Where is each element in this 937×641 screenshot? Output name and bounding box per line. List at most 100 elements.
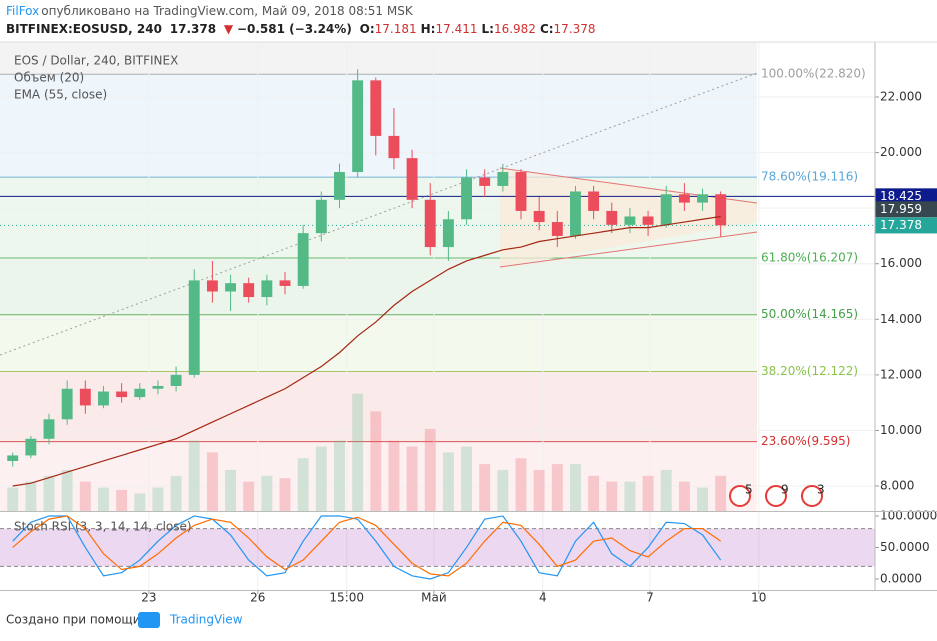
volume-bar <box>134 493 146 511</box>
ohlc-value: 16.982 <box>493 22 536 36</box>
volume-bar <box>697 487 708 511</box>
volume-bar <box>642 475 654 511</box>
price-tag <box>875 201 937 218</box>
fib-band <box>0 42 757 75</box>
symbol-line: BITFINEX:EOSUSD, 240 17.378 ▼ −0.581 (−3… <box>6 20 604 38</box>
down-arrow: ▼ <box>223 22 234 36</box>
volume-bar <box>170 475 182 511</box>
candle-body <box>551 222 563 236</box>
price-tag-label: 17.959 <box>880 202 922 216</box>
volume-bar <box>370 411 382 511</box>
legend-item: EMA (55, close) <box>14 88 107 102</box>
volume-bar <box>243 481 255 511</box>
x-tick-label: 26 <box>250 591 265 605</box>
y-tick-label: 14.000 <box>880 312 922 326</box>
legend-item: EOS / Dollar, 240, BITFINEX <box>14 54 178 68</box>
candle-body <box>533 210 545 223</box>
candle-body <box>624 216 636 225</box>
candle-body <box>606 210 618 225</box>
volume-bar <box>624 481 636 511</box>
stoch-title: Stoch RSI (3, 3, 14, 14, close) <box>14 520 192 534</box>
fib-label: 38.20%(12.122) <box>761 364 858 378</box>
candle-body <box>642 216 654 225</box>
event-count: 3 <box>817 483 825 497</box>
price-tag-label: 17.378 <box>880 218 922 232</box>
candle-body <box>25 438 37 456</box>
triangle-line <box>499 167 758 204</box>
plot-bg <box>0 42 875 590</box>
candle-body <box>61 388 73 420</box>
candle-body <box>279 280 291 286</box>
y-tick-label: 22.000 <box>880 90 922 104</box>
footer-brand[interactable]: TradingView <box>169 613 243 627</box>
volume-bar <box>261 475 273 511</box>
candle-body <box>352 80 364 173</box>
volume-bar <box>79 481 91 511</box>
candle-body <box>715 194 727 226</box>
x-tick-label: 4 <box>539 591 547 605</box>
y-tick-label: 50.0000 <box>880 540 930 554</box>
candle-body <box>225 283 236 292</box>
fib-band <box>0 441 757 511</box>
stoch-k-line <box>12 515 722 580</box>
candle-body <box>188 280 200 375</box>
volume-bar <box>315 446 327 511</box>
volume-bar <box>678 481 690 511</box>
event-badge <box>729 485 751 507</box>
volume-bar <box>497 469 509 511</box>
event-badge <box>765 485 787 507</box>
x-tick-label: 15:00 <box>329 591 364 605</box>
candle-body <box>43 419 55 439</box>
fib-band <box>0 314 757 372</box>
volume-bar <box>152 487 164 511</box>
event-badge <box>801 485 823 507</box>
volume-bar <box>588 475 600 511</box>
volume-bar <box>98 487 109 511</box>
price-tag-label: 18.425 <box>880 189 922 203</box>
author[interactable]: FilFox <box>6 4 40 18</box>
event-count: 5 <box>745 483 753 497</box>
candle-body <box>515 172 527 211</box>
candle-body <box>461 177 472 220</box>
ohlc-value: 17.411 <box>435 22 478 36</box>
header: FilFox опубликовано на TradingView.com, М… <box>6 2 604 38</box>
stoch-d-line <box>12 515 722 577</box>
volume-bar <box>570 464 581 511</box>
fib-label: 100.00%(22.820) <box>761 67 866 81</box>
volume-bar <box>334 440 345 511</box>
volume-bar <box>715 475 727 511</box>
candle-body <box>697 194 708 203</box>
triangle-line <box>499 231 758 268</box>
volume-bar <box>225 469 236 511</box>
volume-bar <box>25 481 37 511</box>
candle-body <box>98 391 109 406</box>
candle-body <box>152 385 164 389</box>
last-price: 17.378 <box>169 22 217 36</box>
candle-body <box>678 194 690 203</box>
event-count: 9 <box>781 483 789 497</box>
fib-label: 23.60%(9.595) <box>761 434 850 448</box>
fib-label: 61.80%(16.207) <box>761 250 858 264</box>
published: опубликовано на TradingView.com, Май 09,… <box>41 4 413 18</box>
ohlc-label: C: <box>539 22 554 36</box>
candle-body <box>243 283 255 298</box>
volume-bar <box>206 452 218 511</box>
price-tag <box>875 188 937 205</box>
volume-bar <box>660 469 672 511</box>
volume-bar <box>533 469 545 511</box>
x-tick-label: 7 <box>646 591 654 605</box>
candle-body <box>588 191 600 211</box>
y-tick-label: 8.000 <box>880 478 914 492</box>
candle-body <box>570 191 581 236</box>
y-tick-label: 12.000 <box>880 367 922 381</box>
candle-body <box>261 280 273 298</box>
ohlc-label: H: <box>420 22 436 36</box>
fib-label: 50.00%(14.165) <box>761 307 858 321</box>
candle-body <box>334 172 345 200</box>
x-tick-label: 23 <box>141 591 156 605</box>
ohlc-value: 17.181 <box>374 22 417 36</box>
fib-band <box>0 257 757 315</box>
